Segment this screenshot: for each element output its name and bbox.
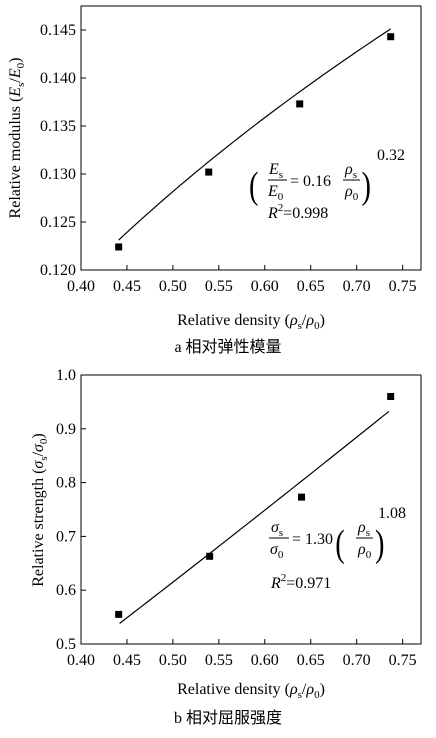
x-tick-label: 0.75 [389, 278, 417, 295]
x-tick-label: 0.45 [113, 278, 141, 295]
panel-caption: b 相对屈服强度 [174, 709, 282, 727]
eq-rho-numerator: ρs [357, 519, 370, 539]
x-tick-label: 0.55 [205, 278, 233, 295]
eq-lhs-denominator: σ0 [270, 541, 284, 561]
x-tick-label: 0.70 [343, 652, 371, 669]
y-tick-label: 0.145 [40, 22, 76, 39]
y-tick-label: 0.5 [56, 636, 76, 653]
eq-left-paren: ( [249, 165, 258, 207]
eq-lhs-numerator: σs [271, 519, 283, 539]
y-axis-ticks: 0.120 0.125 0.130 0.135 0.140 0.145 [40, 22, 86, 279]
x-tick-label: 0.50 [159, 278, 187, 295]
eq-right-paren: ) [375, 523, 384, 565]
chart-panel-b: 0.50.60.70.80.91.0 0.40 0.45 0.50 0.55 0.60 0… [30, 367, 422, 727]
eq-rho-denominator: ρ0 [344, 183, 359, 203]
x-tick-label: 0.70 [343, 278, 371, 295]
data-point [387, 33, 395, 41]
plot-frame [80, 374, 422, 645]
y-tick-label: 0.120 [40, 262, 76, 279]
y-tick-label: 0.6 [56, 582, 76, 599]
eq-r-squared: R2=0.998 [267, 202, 328, 222]
eq-right-paren: ) [362, 165, 371, 207]
eq-exponent: 1.08 [378, 505, 406, 522]
y-tick-label: 0.125 [40, 214, 76, 231]
x-tick-label: 0.45 [113, 652, 141, 669]
y-tick-label: 0.140 [40, 70, 76, 87]
data-point [298, 493, 306, 501]
eq-left-paren: ( [335, 523, 344, 565]
y-axis-title: Relative strength (σs/σ0) [30, 433, 50, 587]
fit-curve [118, 28, 392, 241]
y-tick-label: 0.9 [56, 421, 76, 438]
data-points [115, 33, 395, 251]
data-points [115, 393, 395, 618]
eq-lhs-denominator: E0 [267, 183, 284, 203]
eq-coefficient: = 1.30 [292, 531, 333, 548]
data-point [387, 393, 395, 401]
eq-coefficient: = 0.16 [290, 173, 331, 190]
eq-rho-numerator: ρs [344, 161, 357, 181]
y-tick-label: 0.135 [40, 118, 76, 135]
data-point [115, 243, 123, 251]
x-tick-label: 0.60 [251, 652, 279, 669]
x-tick-label: 0.65 [297, 652, 325, 669]
y-axis-title: Relative modulus (Es/E0) [7, 58, 27, 219]
eq-exponent: 0.32 [377, 147, 405, 164]
panel-caption: a 相对弹性模量 [174, 338, 281, 356]
y-axis-ticks: 0.5 0.6 0.7 0.8 0.9 1.0 [56, 367, 86, 653]
x-tick-label: 0.65 [297, 278, 325, 295]
x-axis-title: Relative density (ρs/ρ0) [177, 681, 325, 701]
x-axis-title: Relative density (ρs/ρ0) [177, 312, 325, 332]
data-point [206, 552, 214, 560]
fit-equation: σs σ0 = 1.30 ( ρs ρ0 ) 1.08 R2=0.971 [269, 505, 406, 592]
fit-curve [119, 410, 390, 624]
data-point [296, 100, 304, 108]
fit-equation: Es E0 = 0.16 ( ρs ρ0 ) 0.32 R2=0.998 [249, 147, 405, 222]
x-tick-label: 0.50 [159, 652, 187, 669]
data-point [205, 168, 213, 176]
x-tick-label: 0.75 [389, 652, 417, 669]
y-tick-label: 0.8 [56, 475, 76, 492]
x-tick-label: 0.40 [67, 652, 95, 669]
y-tick-label: 0.7 [56, 528, 76, 545]
y-tick-label: 1.0 [56, 367, 76, 384]
data-point [115, 610, 123, 618]
x-tick-label: 0.55 [205, 652, 233, 669]
x-axis-ticks: 0.40 0.45 0.50 0.55 0.60 0.65 0.70 0.75 [67, 639, 417, 669]
plot-frame [80, 5, 422, 271]
eq-rho-denominator: ρ0 [357, 541, 372, 561]
x-axis-ticks: 0.40 0.45 0.50 0.55 0.60 0.65 0.70 0.75 [67, 265, 417, 295]
x-tick-label: 0.40 [67, 278, 95, 295]
eq-r-squared: R2=0.971 [270, 572, 331, 592]
y-tick-label: 0.130 [40, 166, 76, 183]
x-tick-label: 0.60 [251, 278, 279, 295]
eq-lhs-numerator: Es [268, 161, 283, 181]
